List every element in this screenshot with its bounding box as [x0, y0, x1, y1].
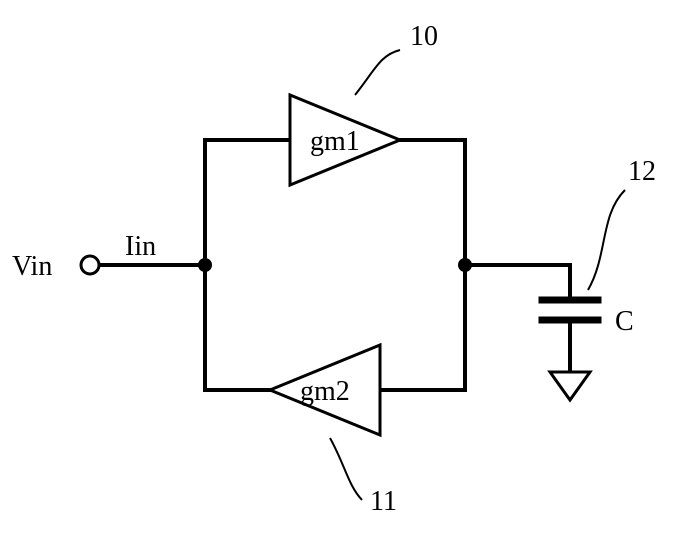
- node-left-icon: [198, 258, 212, 272]
- ground-icon: [550, 372, 590, 400]
- ref-10-label: 10: [410, 21, 438, 52]
- leader-12-icon: [588, 190, 625, 290]
- iin-label: Iin: [125, 231, 156, 262]
- capacitor-label: C: [615, 306, 634, 337]
- vin-terminal-icon: [81, 256, 99, 274]
- amp-gm1-icon-label: gm1: [310, 126, 360, 157]
- ref-12-label: 12: [628, 156, 656, 187]
- amp-gm2-icon-label: gm2: [300, 376, 350, 407]
- leader-10-icon: [355, 50, 400, 95]
- leader-11-icon: [330, 438, 362, 500]
- node-right-icon: [458, 258, 472, 272]
- ref-11-label: 11: [370, 486, 397, 517]
- vin-label: Vin: [12, 251, 52, 282]
